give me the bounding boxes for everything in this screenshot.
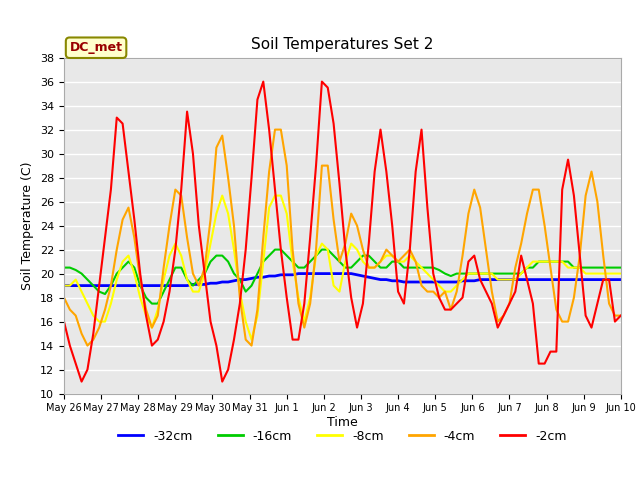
-32cm [348,271,355,276]
-8cm [60,283,68,288]
-16cm [148,300,156,307]
-2cm [224,367,232,372]
-2cm [353,324,361,330]
-16cm [271,247,279,252]
-32cm [218,279,226,285]
-32cm [307,271,314,276]
-32cm [576,276,584,282]
Line: -32cm: -32cm [64,274,621,286]
-4cm [371,265,378,271]
-16cm [312,252,320,258]
-16cm [582,265,589,271]
-8cm [218,193,226,199]
-2cm [77,379,85,384]
-16cm [371,259,378,264]
-4cm [60,295,68,300]
-4cm [142,307,150,312]
-16cm [353,259,361,264]
-8cm [582,271,589,276]
-4cm [271,127,279,132]
-16cm [224,259,232,264]
-2cm [582,313,589,319]
Line: -16cm: -16cm [64,250,621,304]
Text: DC_met: DC_met [70,41,123,54]
-2cm [142,313,150,319]
-4cm [617,313,625,319]
-2cm [617,313,625,319]
-4cm [353,223,361,228]
-2cm [259,79,267,84]
-32cm [294,271,302,276]
Title: Soil Temperatures Set 2: Soil Temperatures Set 2 [252,37,433,52]
-8cm [353,247,361,252]
Line: -4cm: -4cm [64,130,621,346]
Line: -8cm: -8cm [64,196,621,340]
-4cm [224,175,232,180]
-4cm [84,343,92,348]
-32cm [136,283,144,288]
X-axis label: Time: Time [327,416,358,429]
-16cm [60,265,68,271]
-8cm [371,265,378,271]
-32cm [60,283,68,288]
-8cm [136,295,144,300]
-16cm [617,265,625,271]
-32cm [617,276,625,282]
-16cm [136,283,144,288]
-8cm [248,337,255,343]
Legend: -32cm, -16cm, -8cm, -4cm, -2cm: -32cm, -16cm, -8cm, -4cm, -2cm [113,425,572,448]
-4cm [582,193,589,199]
-2cm [312,163,320,168]
Line: -2cm: -2cm [64,82,621,382]
-8cm [312,252,320,258]
Y-axis label: Soil Temperature (C): Soil Temperature (C) [22,161,35,290]
-2cm [371,169,378,175]
-32cm [365,275,372,280]
-2cm [60,319,68,324]
-8cm [617,271,625,276]
-4cm [312,247,320,252]
-8cm [224,211,232,216]
